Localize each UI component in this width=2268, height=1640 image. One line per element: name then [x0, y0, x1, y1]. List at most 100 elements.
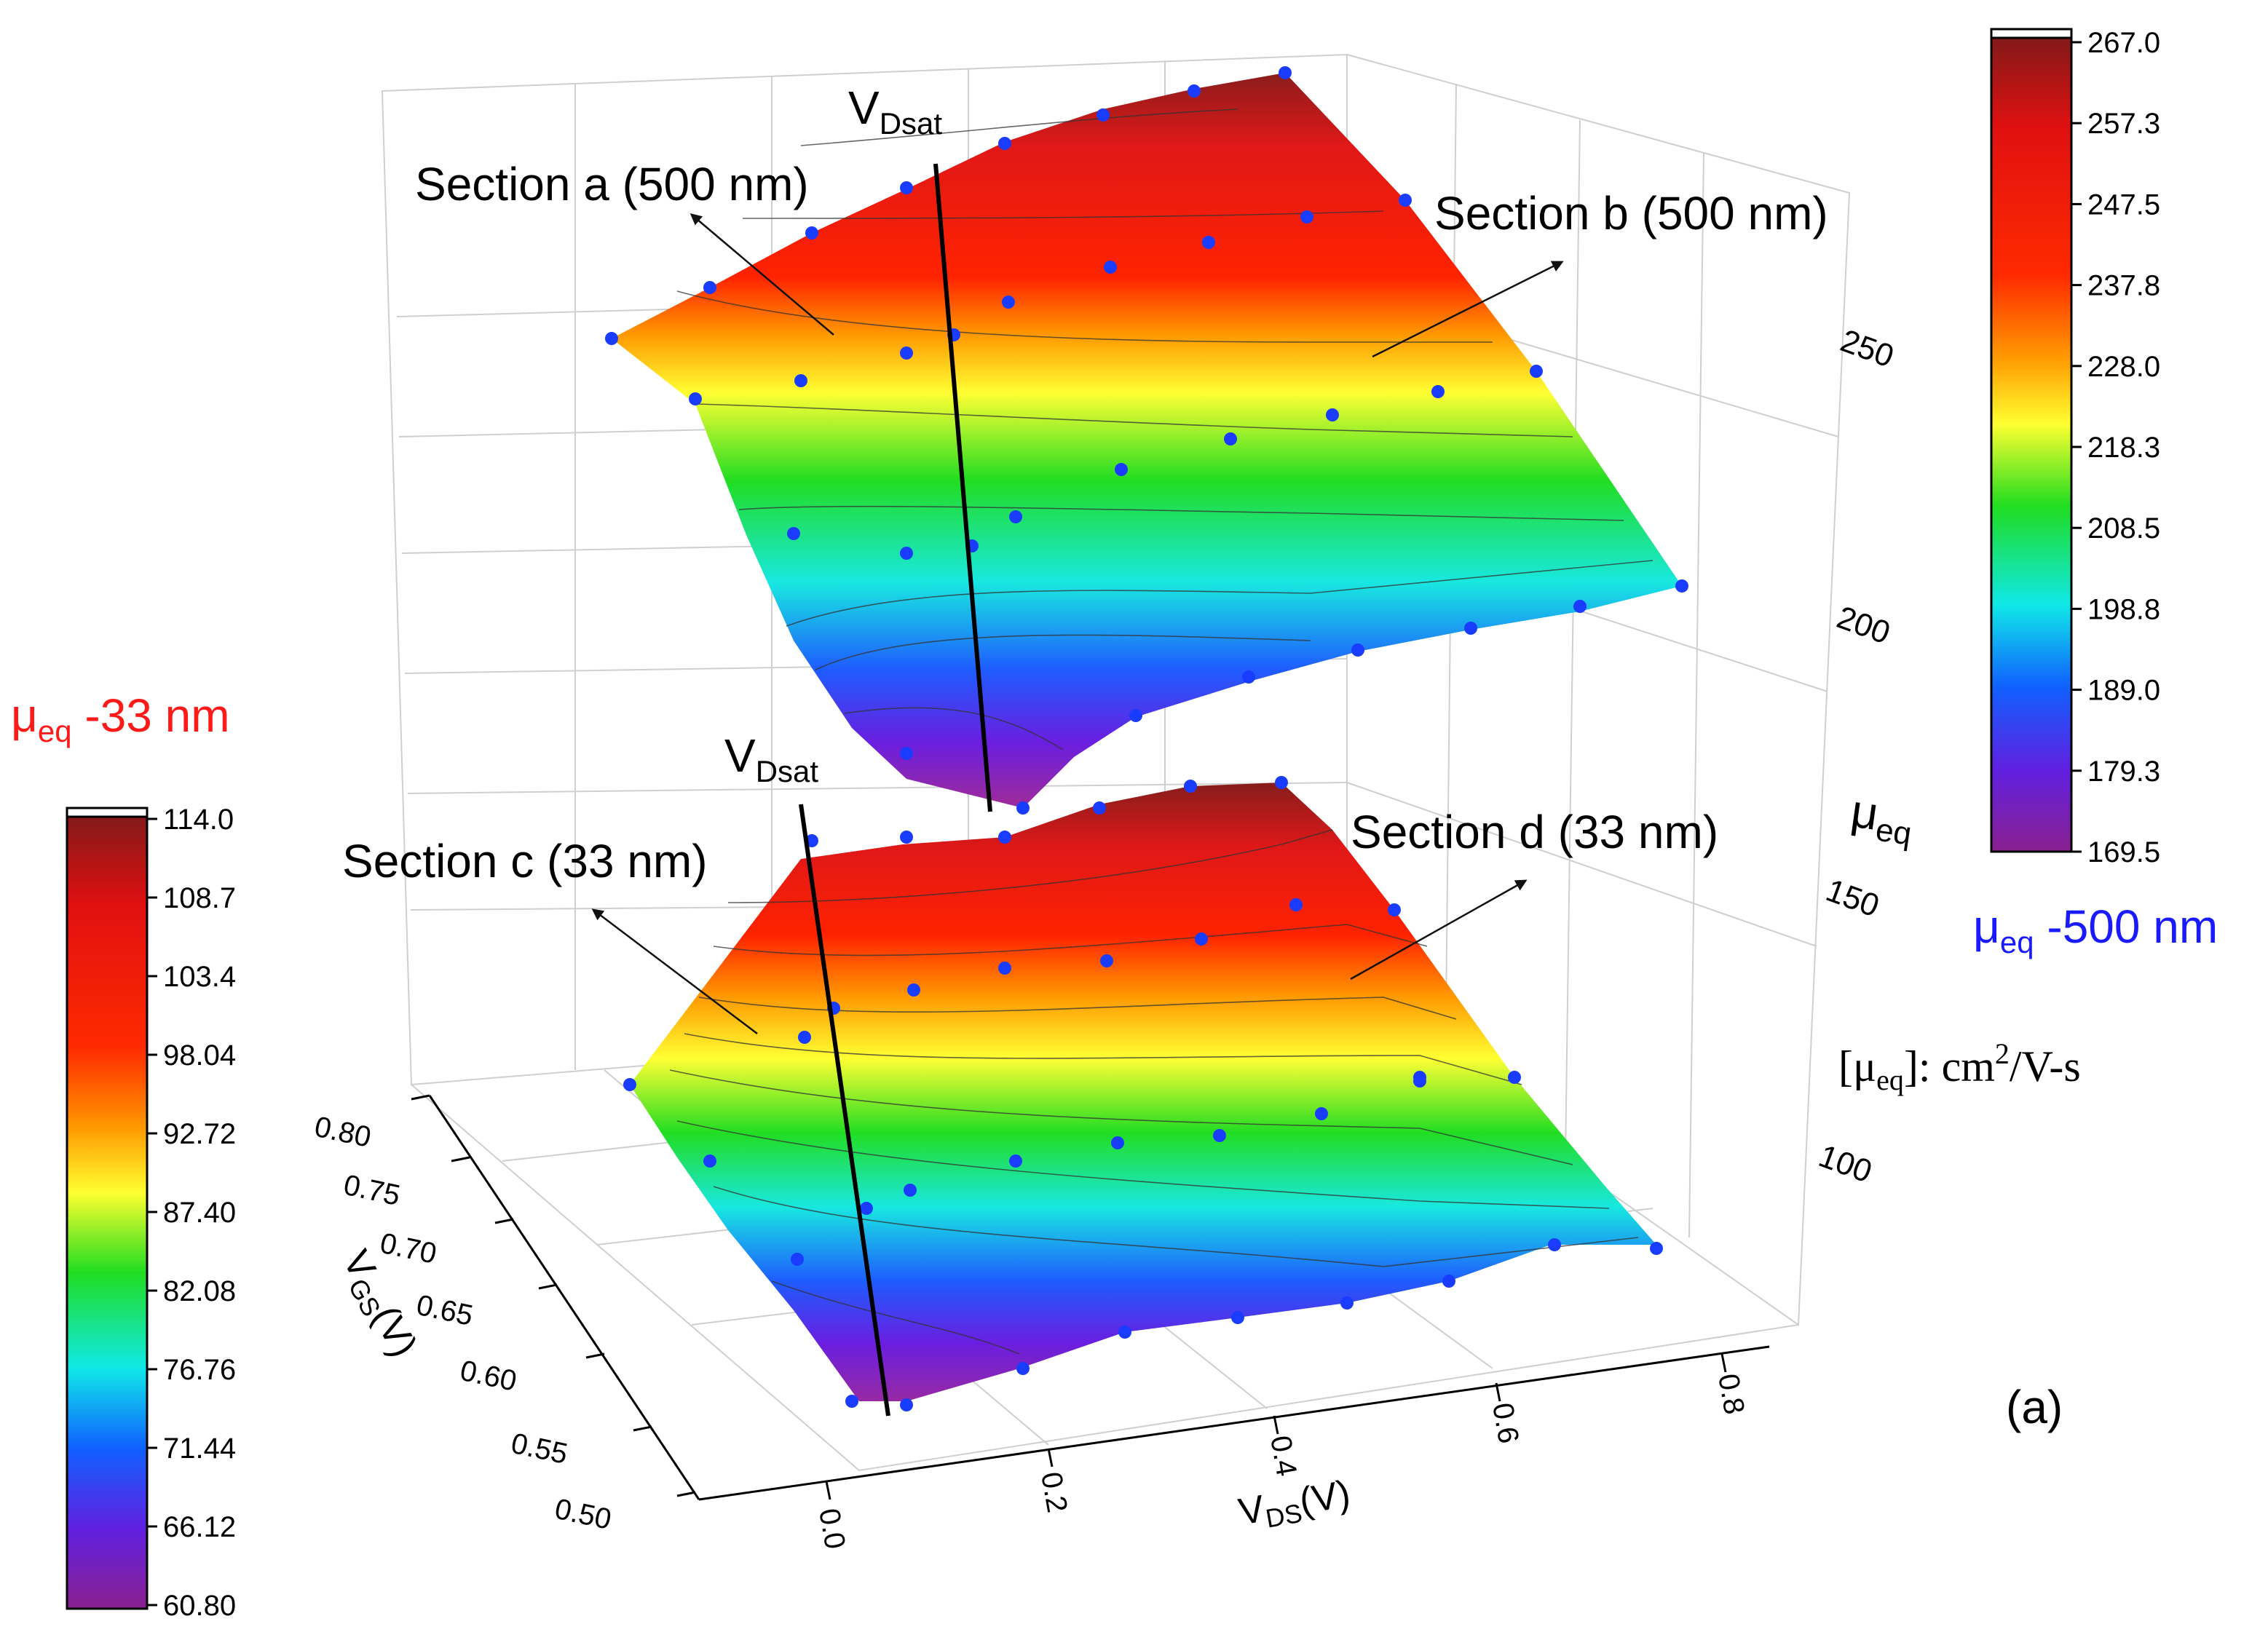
colorbar-33nm-cap — [66, 807, 149, 818]
data-point — [1188, 84, 1201, 98]
data-point — [900, 181, 913, 194]
x-axis-line — [698, 1345, 1770, 1501]
colorbar-tick-label: 76.76 — [163, 1354, 236, 1386]
colorbar-tick-label: 179.3 — [2087, 756, 2160, 788]
colorbar-tick-label: 257.3 — [2087, 108, 2160, 140]
legend-33nm-prefix: μ — [11, 689, 38, 742]
colorbar-tick-label: 237.8 — [2087, 270, 2160, 302]
surface-500nm-contours — [676, 108, 1653, 750]
data-point — [1289, 898, 1303, 911]
legend-500nm-suffix: -500 nm — [2034, 900, 2218, 953]
data-point — [1242, 670, 1255, 684]
annotation-arrows — [591, 213, 1564, 1034]
data-point — [1275, 776, 1288, 789]
data-point — [904, 1184, 917, 1197]
y-tick-label: 0.55 — [508, 1427, 570, 1470]
data-point — [1340, 1296, 1354, 1310]
data-point — [1431, 385, 1445, 398]
colorbar-tick-label: 92.72 — [163, 1118, 236, 1150]
data-point — [1399, 194, 1412, 207]
y-tick-label: 0.65 — [414, 1289, 475, 1332]
x-axis-label-tail: (V) — [1296, 1473, 1353, 1523]
units-note-sub: eq — [1876, 1063, 1904, 1096]
y-axis-tick — [676, 1491, 696, 1497]
x-axis-label-sub: DS — [1263, 1498, 1304, 1534]
data-point — [1508, 1071, 1521, 1084]
data-point — [1002, 296, 1015, 309]
data-point — [1100, 954, 1113, 967]
units-note: [μeq]: cm2/V-s — [1838, 1037, 2081, 1096]
panel-label: (a) — [2006, 1381, 2063, 1433]
z-axis-label: μeq — [1847, 785, 1917, 852]
colorbar-tick-label: 98.04 — [163, 1039, 236, 1071]
colorbar-tick-label: 189.0 — [2087, 675, 2160, 707]
vdsat-bottom-sub: Dsat — [756, 754, 819, 788]
data-point — [1016, 801, 1030, 815]
data-point — [900, 547, 913, 560]
arrow-section-a — [690, 213, 834, 336]
data-point — [787, 527, 800, 540]
colorbar-33nm: μeq -33 nm 114.0 108.7 103.4 98.04 92.72 87.4… — [11, 689, 236, 1622]
data-point — [1464, 622, 1477, 635]
arrow-section-c — [591, 908, 758, 1034]
units-note-tail: /V-s — [2010, 1042, 2081, 1090]
data-point — [1530, 365, 1543, 378]
data-point — [805, 226, 818, 239]
data-point — [703, 281, 716, 294]
colorbar-tick-label: 87.40 — [163, 1197, 236, 1229]
data-point — [1548, 1238, 1561, 1251]
data-point — [1231, 1311, 1244, 1324]
data-point — [998, 831, 1011, 844]
y-tick-label: 0.75 — [341, 1169, 403, 1212]
x-tick-label: 0.0 — [813, 1506, 851, 1551]
label-vdsat-top: VDsat — [848, 82, 942, 140]
vdsat-top-main: V — [848, 82, 880, 134]
x-tick-label: 0.6 — [1486, 1401, 1525, 1446]
z-tick-label: 250 — [1836, 322, 1899, 374]
z-tick-label: 100 — [1814, 1138, 1877, 1189]
y-tick-label: 0.50 — [552, 1493, 614, 1536]
data-point — [1097, 108, 1110, 122]
x-tick-label: 0.2 — [1035, 1470, 1073, 1515]
data-point — [1111, 1136, 1124, 1149]
data-point — [860, 1202, 873, 1215]
surface-33nm-contours — [669, 829, 1639, 1355]
data-point — [794, 374, 807, 387]
colorbar-tick-label: 66.12 — [163, 1511, 236, 1543]
colorbar-33nm-ticks: 114.0 108.7 103.4 98.04 92.72 87.40 82.08 76.76… — [147, 804, 236, 1622]
data-points — [605, 66, 1688, 1411]
data-point — [1300, 210, 1313, 223]
x-axis-tick — [1720, 1353, 1727, 1373]
data-point — [1104, 261, 1117, 274]
data-point — [1016, 1362, 1030, 1375]
label-section-c: Section c (33 nm) — [342, 835, 708, 887]
annotations: Section a (500 nm) Section b (500 nm) Se… — [342, 82, 1828, 887]
units-note-sup: 2 — [1995, 1037, 2010, 1070]
z-tick-label: 200 — [1833, 599, 1895, 651]
label-section-d: Section d (33 nm) — [1351, 806, 1718, 858]
x-axis-tick — [825, 1481, 831, 1500]
legend-33nm-sub: eq — [38, 714, 72, 748]
colorbar-500nm-bar — [1990, 28, 2073, 853]
data-point — [900, 747, 913, 760]
data-point — [1388, 903, 1401, 916]
y-tick-label: 0.60 — [457, 1355, 519, 1398]
data-point — [900, 831, 913, 844]
label-vdsat-bottom: VDsat — [724, 729, 818, 788]
label-section-b: Section b (500 nm) — [1434, 187, 1828, 239]
surface-500nm — [612, 73, 1682, 808]
data-point — [998, 137, 1011, 150]
data-point — [1675, 579, 1688, 593]
colorbar-500nm: 267.0 257.3 247.5 237.8 228.0 218.3 208.5 198.8… — [1973, 27, 2218, 959]
data-point — [1279, 66, 1292, 79]
x-axis-label: VDS(V) — [1236, 1473, 1354, 1538]
legend-500nm: μeq -500 nm — [1973, 900, 2218, 959]
surface-33nm-fill — [630, 783, 1656, 1401]
colorbar-tick-label: 71.44 — [163, 1433, 236, 1465]
y-axis-tick — [633, 1425, 652, 1432]
colorbar-tick-label: 247.5 — [2087, 189, 2160, 221]
data-point — [1213, 1129, 1226, 1142]
legend-500nm-prefix: μ — [1973, 900, 2000, 953]
data-point — [1442, 1275, 1455, 1288]
